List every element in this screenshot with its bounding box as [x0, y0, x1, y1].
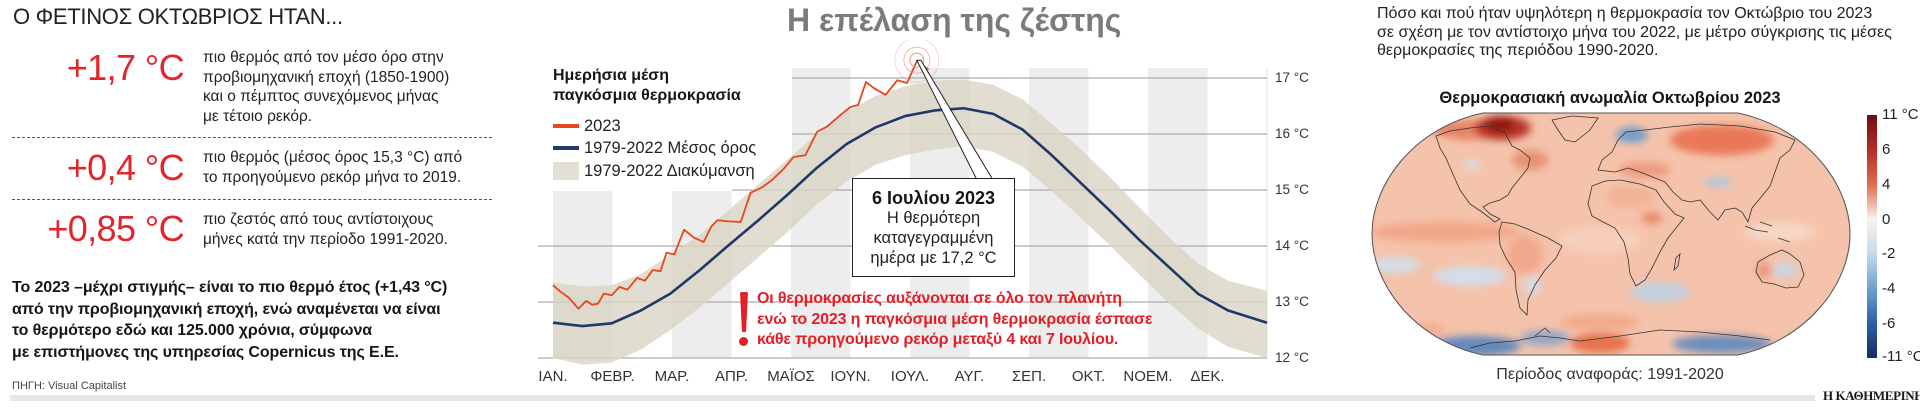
alert-message: Οι θερμοκρασίες αυξάνονται σε όλο τον πλ… [757, 289, 1152, 351]
stat-description-3: πιο ζεστός από τους αντίστοιχους μήνες κ… [203, 210, 448, 249]
peak-target-icon [903, 46, 931, 74]
stat-line: με τέτοιο ρεκόρ. [203, 108, 313, 126]
callout-line: καταγεγραμμένη [873, 229, 994, 247]
range-band [553, 79, 1267, 365]
navy-line-swatch-icon [553, 146, 579, 150]
stat-value-3: +0,85 °C [47, 208, 184, 249]
x-tick-month: ΝΟΕΜ. [1123, 368, 1173, 385]
line-2023 [552, 60, 930, 310]
legend-label: 1979-2022 Διακύμανση [584, 162, 755, 180]
stat-line: πιο θερμός από τον μέσο όρο στην [203, 49, 444, 66]
summary-line: το θερμότερο εδώ και 125.000 χρόνια, σύμ… [12, 322, 372, 339]
y-tick-label: 15 °C [1275, 182, 1309, 197]
callout-date: 6 Ιουλίου 2023 [871, 188, 995, 208]
left-heading: Ο ΦΕΤΙΝΟΣ ΟΚΤΩΒΡΙΟΣ ΗΤΑΝ... [13, 4, 343, 29]
range-area-swatch-icon [553, 162, 579, 180]
stat-line: προβιομηχανική εποχή (1850-1900) [203, 68, 450, 86]
y-tick-label: 17 °C [1275, 70, 1309, 85]
anomaly-world-map [1371, 112, 1851, 356]
intro-line: Πόσο και πού ήταν υψηλότερη η θερμοκρασί… [1377, 5, 1873, 22]
colorbar-label: 11 °C [1882, 106, 1919, 123]
intro-line: σε σχέση με τον αντίστοιχο μήνα του 2022… [1377, 23, 1892, 41]
red-line-swatch-icon [553, 124, 579, 128]
x-tick-month: ΑΠΡ. [714, 368, 749, 385]
legend-background [530, 55, 792, 160]
legend-title: Ημερήσια μέση παγκόσμια θερμοκρασία [553, 66, 741, 106]
summary-line: Το 2023 –μέχρι στιγμής– είναι το πιο θερ… [12, 279, 448, 296]
stat-line: το προηγούμενο ρεκόρ μήνα το 2019. [203, 168, 462, 186]
stat-description-1: πιο θερμός από τον μέσο όρο στην προβιομ… [203, 48, 449, 127]
dashed-divider [12, 199, 492, 200]
y-tick-label: 12 °C [1275, 350, 1309, 365]
stat-line: μήνες κατά την περίοδο 1991-2020. [203, 230, 448, 248]
y-tick-label: 16 °C [1275, 126, 1309, 141]
colorbar-label: 0 [1882, 211, 1891, 228]
legend-title-line: παγκόσμια θερμοκρασία [553, 87, 741, 104]
x-tick-month: ΙΑΝ. [538, 368, 568, 385]
x-tick-month: ΜΑΡ. [654, 368, 690, 385]
reference-period: Περίοδος αναφοράς: 1991-2020 [1496, 366, 1724, 383]
brand-logo: Η ΚΑΘΗΜΕΡΙΝΗ [1823, 388, 1920, 403]
stat-line: πιο ζεστός από τους αντίστοιχους [203, 211, 434, 228]
colorbar-label: -6 [1882, 315, 1896, 332]
y-tick-label: 14 °C [1275, 238, 1309, 253]
x-tick-month: ΔΕΚ. [1190, 368, 1225, 385]
colorbar-label: -4 [1882, 280, 1896, 297]
stat-line: και ο πέμπτος συνεχόμενος μήνας [203, 88, 439, 106]
alert-line: Οι θερμοκρασίες αυξάνονται σε όλο τον πλ… [757, 290, 1122, 307]
colorbar-label: -2 [1882, 245, 1896, 262]
stat-value-2: +0,4 °C [66, 147, 185, 188]
legend-label: 2023 [584, 117, 621, 135]
summary-paragraph: Το 2023 –μέχρι στιγμής– είναι το πιο θερ… [12, 277, 447, 363]
temperature-line-chart [530, 40, 1268, 365]
summary-line: με επιστήμονες της υπηρεσίας Copernicus … [12, 343, 399, 361]
x-tick-month: ΙΟΥΛ. [890, 368, 930, 385]
peak-target-icon [909, 52, 925, 68]
x-tick-month: ΙΟΥΝ. [830, 368, 871, 385]
x-tick-month: ΦΕΒΡ. [590, 368, 635, 385]
summary-line: από την προβιομηχανική εποχή, ενώ αναμέν… [12, 300, 441, 318]
intro-line: θερμοκρασίες της περιόδου 1990-2020. [1377, 42, 1659, 60]
x-tick-month: ΑΥΓ. [954, 368, 985, 385]
mean-line [552, 106, 1268, 328]
x-tick-month: ΣΕΠ. [1011, 368, 1047, 385]
stat-value-1: +1,7 °C [66, 47, 185, 88]
alert-line: κάθε προηγούμενο ρεκόρ μεταξύ 4 και 7 Ιο… [757, 331, 1119, 348]
x-tick-month: ΜΑΪΟΣ [767, 368, 815, 385]
colorbar-label: 6 [1882, 141, 1891, 158]
exclamation-icon [739, 292, 750, 346]
map-outline [1371, 112, 1851, 356]
colorbar [1867, 115, 1877, 358]
map-intro-text: Πόσο και πού ήταν υψηλότερη η θερμοκρασί… [1377, 5, 1892, 61]
dashed-divider [12, 137, 492, 138]
x-tick-month: ΟΚΤ. [1071, 368, 1106, 385]
stat-line: πιο θερμός (μέσος όρος 15,3 °C) από [203, 149, 463, 166]
map-title: Θερμοκρασιακή ανωμαλία Οκτωβρίου 2023 [1439, 89, 1781, 107]
continent-outlines [1435, 115, 1805, 349]
callout-line: ημέρα με 17,2 °C [870, 249, 997, 267]
peak-target-icon [894, 40, 940, 83]
legend-label: 1979-2022 Μέσος όρος [584, 139, 757, 157]
callout-line: Η θερμότερη [886, 209, 981, 227]
y-tick-label: 13 °C [1275, 294, 1309, 309]
record-day-callout: 6 Ιουλίου 2023 Η θερμότερη καταγεγραμμέν… [852, 178, 1015, 277]
colorbar-label: 4 [1882, 176, 1891, 193]
chart-title: Η επέλαση της ζέστης [787, 2, 1122, 38]
colorbar-label: -11 °C [1882, 348, 1920, 365]
source-credit: ΠΗΓΗ: Visual Capitalist [12, 380, 127, 392]
footer-bar [10, 395, 1815, 401]
stat-description-2: πιο θερμός (μέσος όρος 15,3 °C) από το π… [203, 148, 462, 187]
alert-line: ενώ το 2023 η παγκόσμια μέση θερμοκρασία… [757, 310, 1153, 328]
legend-title-line: Ημερήσια μέση [553, 67, 670, 84]
